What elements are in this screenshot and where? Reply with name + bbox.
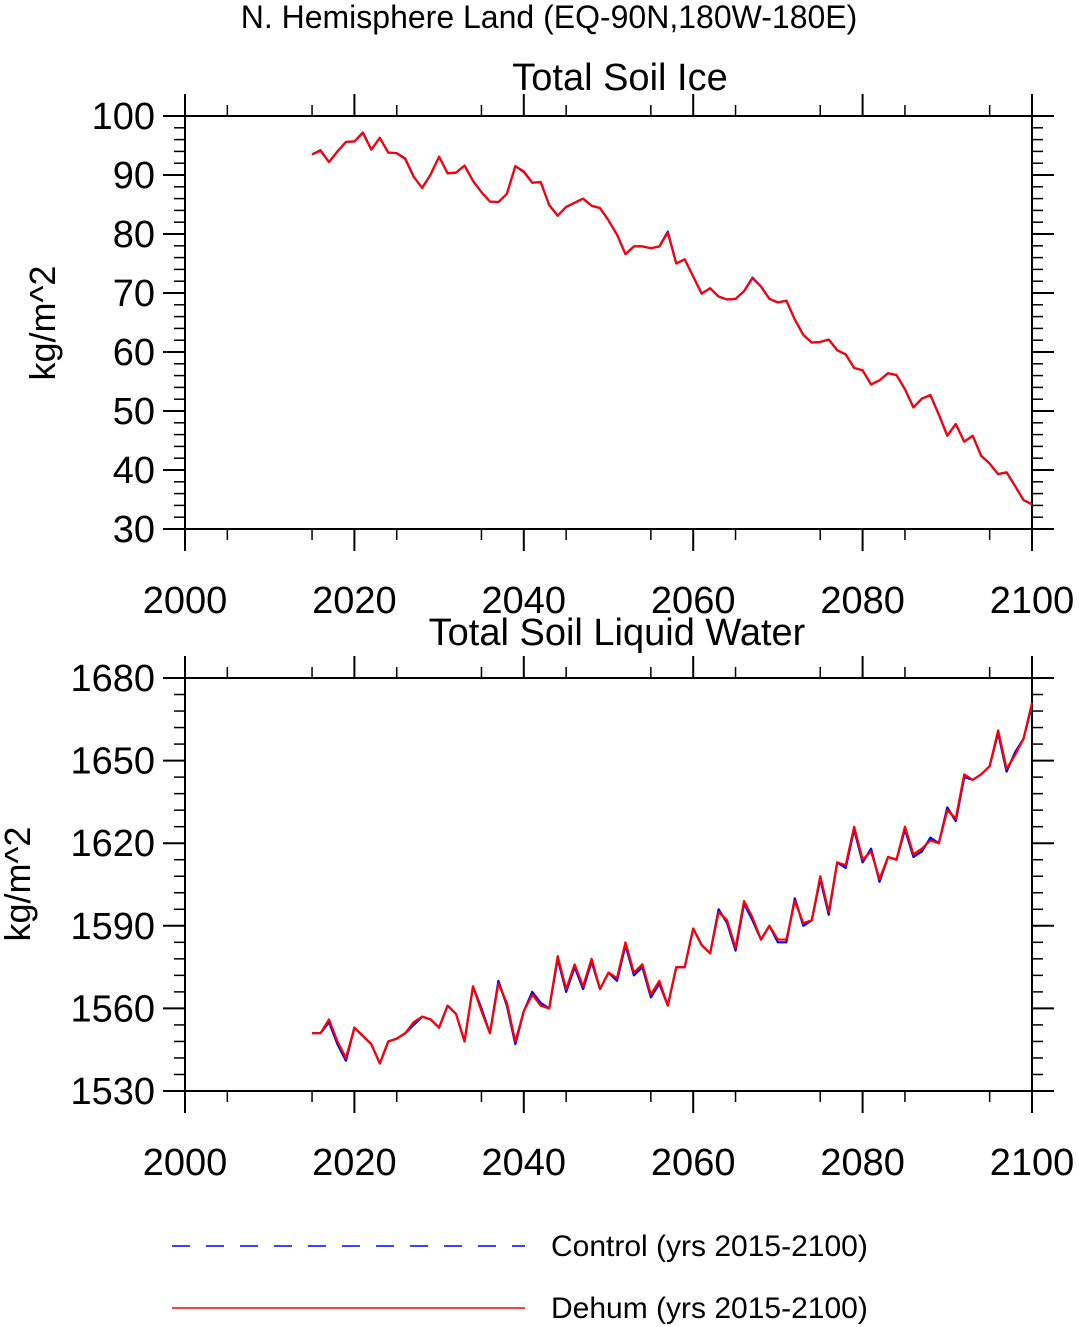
soil-liquid-xtick-label: 2100 [990, 1142, 1075, 1184]
soil-liquid-xtick-label: 2040 [482, 1142, 567, 1184]
soil-liquid-panel: Total Soil Liquid Water kg/m^2 2000 2020 2… [0, 612, 1074, 1184]
soil-ice-ytick-label: 90 [113, 155, 155, 197]
soil-ice-ytick-label: 80 [113, 214, 155, 256]
soil-liquid-plot-frame [184, 677, 1033, 1092]
soil-ice-ytick-label: 50 [113, 391, 155, 433]
soil-ice-ytick-label: 40 [113, 450, 155, 492]
soil-ice-ytick-label: 30 [113, 509, 155, 551]
soil-liquid-xtick-label: 2060 [651, 1142, 736, 1184]
soil-liquid-ylabel: kg/m^2 [0, 827, 38, 942]
soil-ice-xtick-label: 2040 [482, 580, 567, 622]
soil-ice-xtick-label: 2080 [820, 580, 905, 622]
soil-ice-series-dehum [311, 132, 1033, 506]
legend-dehum-label: Dehum (yrs 2015-2100) [551, 1292, 868, 1325]
soil-liquid-ytick-label: 1560 [70, 988, 155, 1030]
soil-liquid-ytick-label: 1680 [70, 658, 155, 700]
soil-ice-series [311, 131, 1033, 506]
soil-ice-plot-frame [184, 115, 1033, 530]
soil-liquid-xtick-label: 2020 [312, 1142, 397, 1184]
soil-ice-ticks: 2000 2020 2040 2060 2080 2100 30 40 50 60 70 80 90 10… [92, 94, 1075, 622]
soil-liquid-ticks: 2000 2020 2040 2060 2080 2100 1530 1560 1590 1620… [70, 656, 1074, 1184]
soil-ice-ytick-label: 60 [113, 332, 155, 374]
soil-ice-title: Total Soil Ice [512, 57, 727, 99]
soil-liquid-series-dehum [312, 702, 1034, 1065]
soil-liquid-ytick-label: 1530 [70, 1071, 155, 1113]
soil-liquid-xtick-label: 2080 [820, 1142, 905, 1184]
soil-ice-xtick-label: 2020 [312, 580, 397, 622]
soil-ice-ylabel: kg/m^2 [22, 266, 63, 381]
soil-liquid-ytick-label: 1590 [70, 906, 155, 948]
soil-liquid-title: Total Soil Liquid Water [429, 612, 806, 654]
soil-liquid-xtick-label: 2000 [143, 1142, 228, 1184]
soil-ice-panel: Total Soil Ice kg/m^2 2000 2020 2040 2060 20… [22, 57, 1074, 622]
soil-ice-ytick-label: 70 [113, 273, 155, 315]
soil-ice-series-control [311, 131, 1033, 506]
soil-ice-xtick-label: 2060 [651, 580, 736, 622]
legend-control-label: Control (yrs 2015-2100) [551, 1230, 868, 1263]
soil-ice-xtick-label: 2000 [143, 580, 228, 622]
soil-liquid-ytick-label: 1650 [70, 741, 155, 783]
legend: Control (yrs 2015-2100) Dehum (yrs 2015-… [172, 1230, 868, 1325]
figure-title: N. Hemisphere Land (EQ-90N,180W-180E) [241, 0, 858, 35]
soil-liquid-series-control [312, 705, 1034, 1065]
soil-ice-xtick-label: 2100 [990, 580, 1075, 622]
soil-ice-ytick-label: 100 [92, 96, 155, 138]
soil-liquid-ytick-label: 1620 [70, 823, 155, 865]
soil-liquid-series [312, 702, 1034, 1065]
